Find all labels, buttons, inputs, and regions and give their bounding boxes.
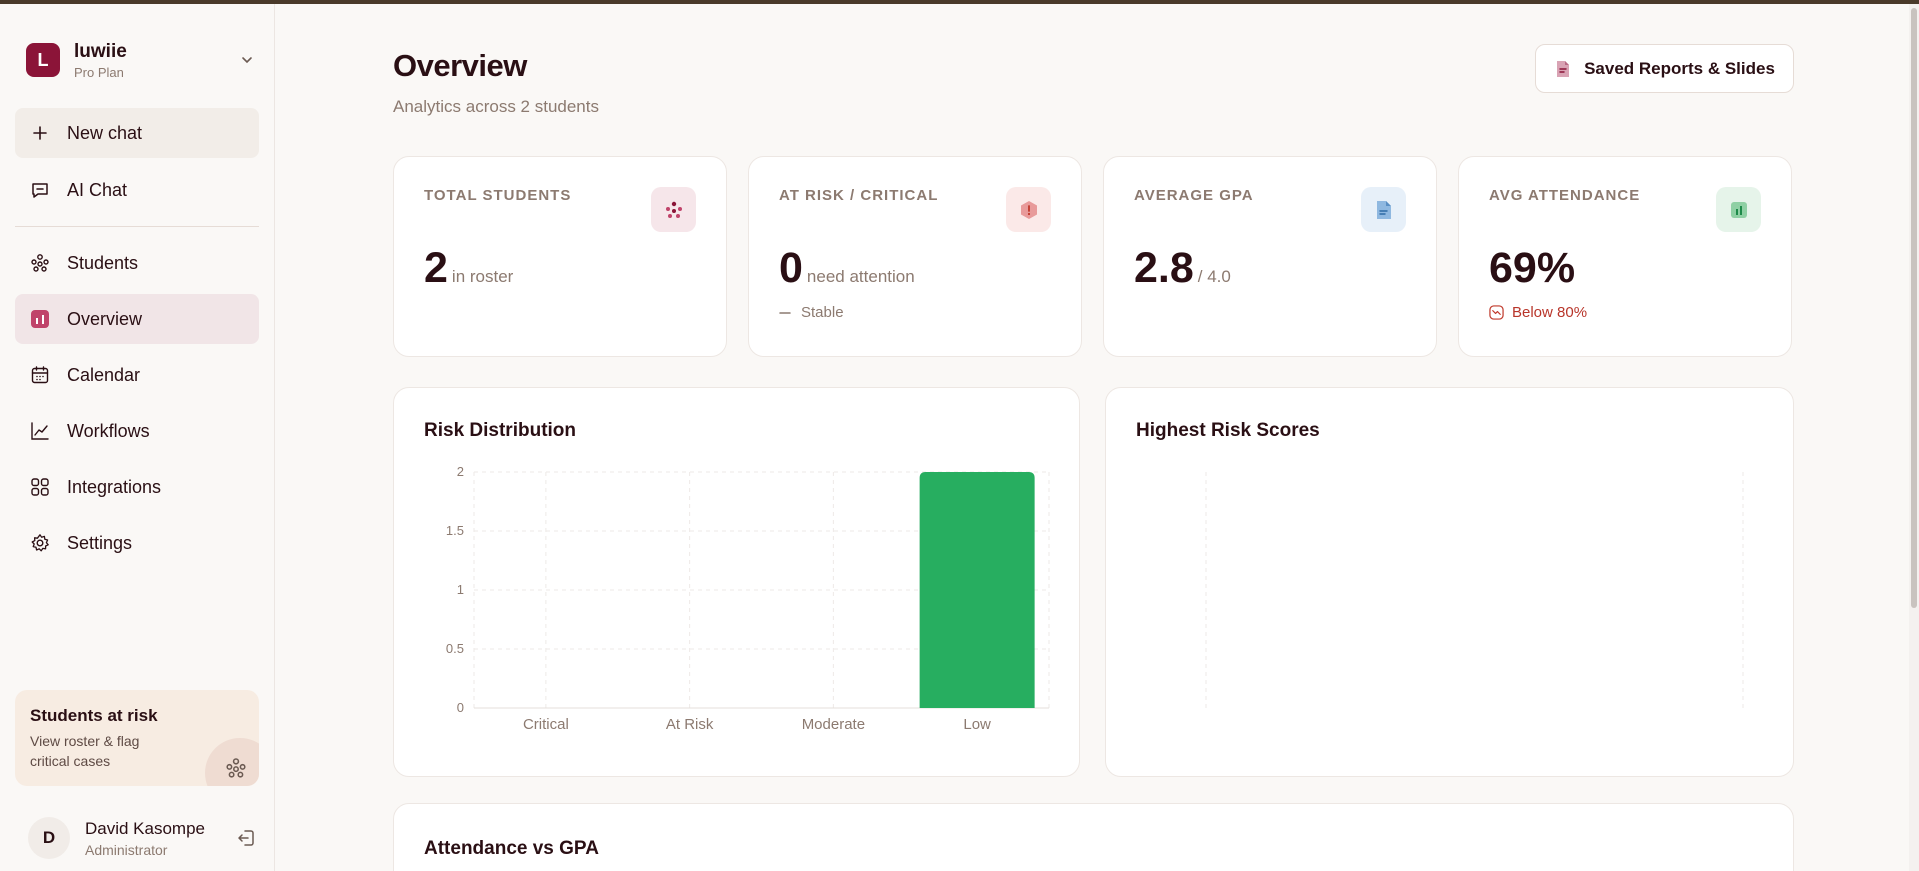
stat-value-row: 2 in roster (424, 244, 513, 293)
people-icon (29, 252, 51, 274)
alert-icon (1006, 187, 1051, 232)
x-tick-label: Moderate (802, 716, 865, 733)
workspace-name: luwiie (74, 40, 127, 62)
line-chart-icon (29, 420, 51, 442)
calendar-icon (29, 364, 51, 386)
stat-unit: / 4.0 (1197, 267, 1231, 286)
chevron-down-icon[interactable] (240, 53, 254, 67)
saved-reports-button[interactable]: Saved Reports & Slides (1535, 44, 1794, 93)
trend-down-icon (1489, 305, 1504, 320)
y-tick-label: 1.5 (446, 523, 464, 538)
new-chat-button[interactable]: New chat (15, 108, 259, 158)
sidebar-item-label: AI Chat (67, 179, 128, 200)
stat-label: AT RISK / CRITICAL (779, 187, 939, 204)
workspace-plan: Pro Plan (74, 64, 124, 80)
x-tick-label: Critical (523, 716, 569, 733)
stat-value-row: 2.8/ 4.0 (1134, 244, 1231, 293)
stat-value: 2 (424, 244, 448, 292)
sidebar-item-label: Overview (67, 308, 143, 329)
x-tick-label: Low (963, 716, 991, 733)
stat-value: 69% (1489, 244, 1576, 292)
sidebar-item-settings[interactable]: Settings (15, 518, 259, 568)
risk-distribution-panel: Risk Distribution 0 0.5 1 1.5 2 Critical At Ri… (393, 387, 1080, 777)
grid-icon (29, 476, 51, 498)
stat-value: 2.8 (1134, 244, 1194, 292)
user-name: David Kasompe (85, 818, 206, 838)
sidebar-item-label: Students (67, 252, 139, 273)
y-tick-label: 1 (457, 582, 464, 597)
stat-footnote-text: Stable (801, 304, 844, 321)
sidebar-item-workflows[interactable]: Workflows (15, 406, 259, 456)
sidebar-item-overview[interactable]: Overview (15, 294, 259, 344)
sidebar-item-integrations[interactable]: Integrations (15, 462, 259, 512)
risk-card-subtitle: View roster & flag critical cases (30, 733, 140, 769)
workspace-switcher[interactable]: L luwiie Pro Plan (26, 38, 254, 82)
sidebar: L luwiie Pro Plan New chat AI Chat Stude… (0, 0, 275, 871)
people-icon (205, 738, 259, 786)
stat-card-at-risk: AT RISK / CRITICAL 0 need attention Stabl… (748, 156, 1082, 357)
stat-card-average-gpa: AVERAGE GPA 2.8/ 4.0 (1103, 156, 1437, 357)
document-icon (1557, 60, 1570, 77)
sidebar-item-label: Calendar (67, 364, 141, 385)
avatar: D (28, 817, 70, 859)
stat-value-row: 69% (1489, 244, 1575, 293)
people-icon (651, 187, 696, 232)
panel-title: Risk Distribution (424, 420, 577, 441)
gear-icon (29, 532, 51, 554)
user-role: Administrator (85, 841, 168, 858)
stat-value-row: 0 need attention (779, 244, 915, 293)
panel-title: Highest Risk Scores (1136, 420, 1320, 441)
saved-reports-label: Saved Reports & Slides (1584, 58, 1775, 78)
sidebar-item-students[interactable]: Students (15, 238, 259, 288)
stat-label: AVERAGE GPA (1134, 187, 1254, 204)
sidebar-item-ai-chat[interactable]: AI Chat (15, 165, 259, 215)
page-subtitle: Analytics across 2 students (393, 97, 599, 116)
plus-icon (29, 122, 51, 144)
chat-bubble-icon (29, 179, 51, 201)
highest-risk-chart (1205, 472, 1744, 708)
bar-chart-icon (29, 308, 51, 330)
attendance-gpa-panel: Attendance vs GPA (393, 803, 1794, 871)
stat-label: AVG ATTENDANCE (1489, 187, 1641, 204)
highest-risk-panel: Highest Risk Scores (1105, 387, 1794, 777)
user-profile[interactable]: D David Kasompe Administrator (28, 815, 256, 861)
page-title: Overview (393, 48, 527, 83)
y-tick-label: 0 (457, 700, 464, 715)
stat-unit: in roster (451, 267, 514, 286)
sidebar-item-label: Workflows (67, 420, 150, 441)
y-tick-label: 2 (457, 464, 464, 479)
dash-icon (779, 311, 791, 314)
scrollbar-thumb[interactable] (1911, 8, 1917, 608)
bar-chart-icon (1716, 187, 1761, 232)
panel-title: Attendance vs GPA (424, 838, 599, 859)
risk-card-title: Students at risk (30, 706, 158, 725)
sidebar-item-label: Settings (67, 532, 133, 553)
stat-footnote: Stable (779, 304, 844, 321)
sidebar-item-label: Integrations (67, 476, 162, 497)
stat-card-total-students: TOTAL STUDENTS 2 in roster (393, 156, 727, 357)
stat-card-avg-attendance: AVG ATTENDANCE 69% Below 80% (1458, 156, 1792, 357)
sidebar-item-calendar[interactable]: Calendar (15, 350, 259, 400)
sidebar-divider (15, 226, 259, 227)
document-icon (1361, 187, 1406, 232)
stat-unit: need attention (806, 267, 915, 286)
risk-distribution-chart: 0 0.5 1 1.5 2 Critical At Risk Moderate Low (446, 464, 1050, 733)
stat-footnote: Below 80% (1489, 304, 1587, 321)
x-tick-label: At Risk (666, 716, 714, 733)
stat-footnote-text: Below 80% (1512, 304, 1588, 321)
workspace-logo: L (26, 43, 60, 77)
stat-label: TOTAL STUDENTS (424, 187, 572, 204)
logout-icon[interactable] (236, 828, 256, 848)
chart-bar (919, 472, 1035, 708)
top-accent-bar (0, 0, 1919, 4)
new-chat-label: New chat (67, 122, 143, 143)
y-tick-label: 0.5 (446, 641, 464, 656)
students-at-risk-card[interactable]: Students at risk View roster & flag crit… (15, 690, 259, 786)
stat-value: 0 (779, 244, 803, 292)
